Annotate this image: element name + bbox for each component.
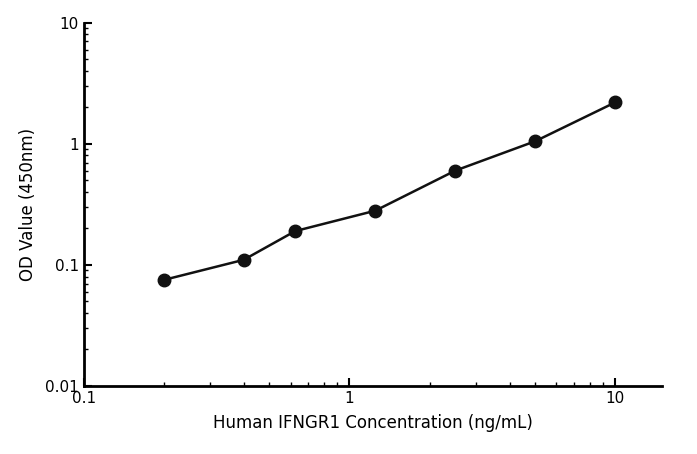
- X-axis label: Human IFNGR1 Concentration (ng/mL): Human IFNGR1 Concentration (ng/mL): [213, 414, 533, 432]
- Y-axis label: OD Value (450nm): OD Value (450nm): [19, 128, 37, 281]
